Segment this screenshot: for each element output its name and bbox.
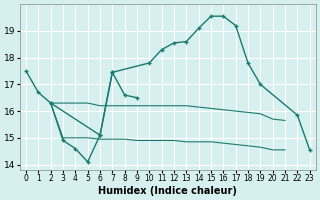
X-axis label: Humidex (Indice chaleur): Humidex (Indice chaleur) (98, 186, 237, 196)
